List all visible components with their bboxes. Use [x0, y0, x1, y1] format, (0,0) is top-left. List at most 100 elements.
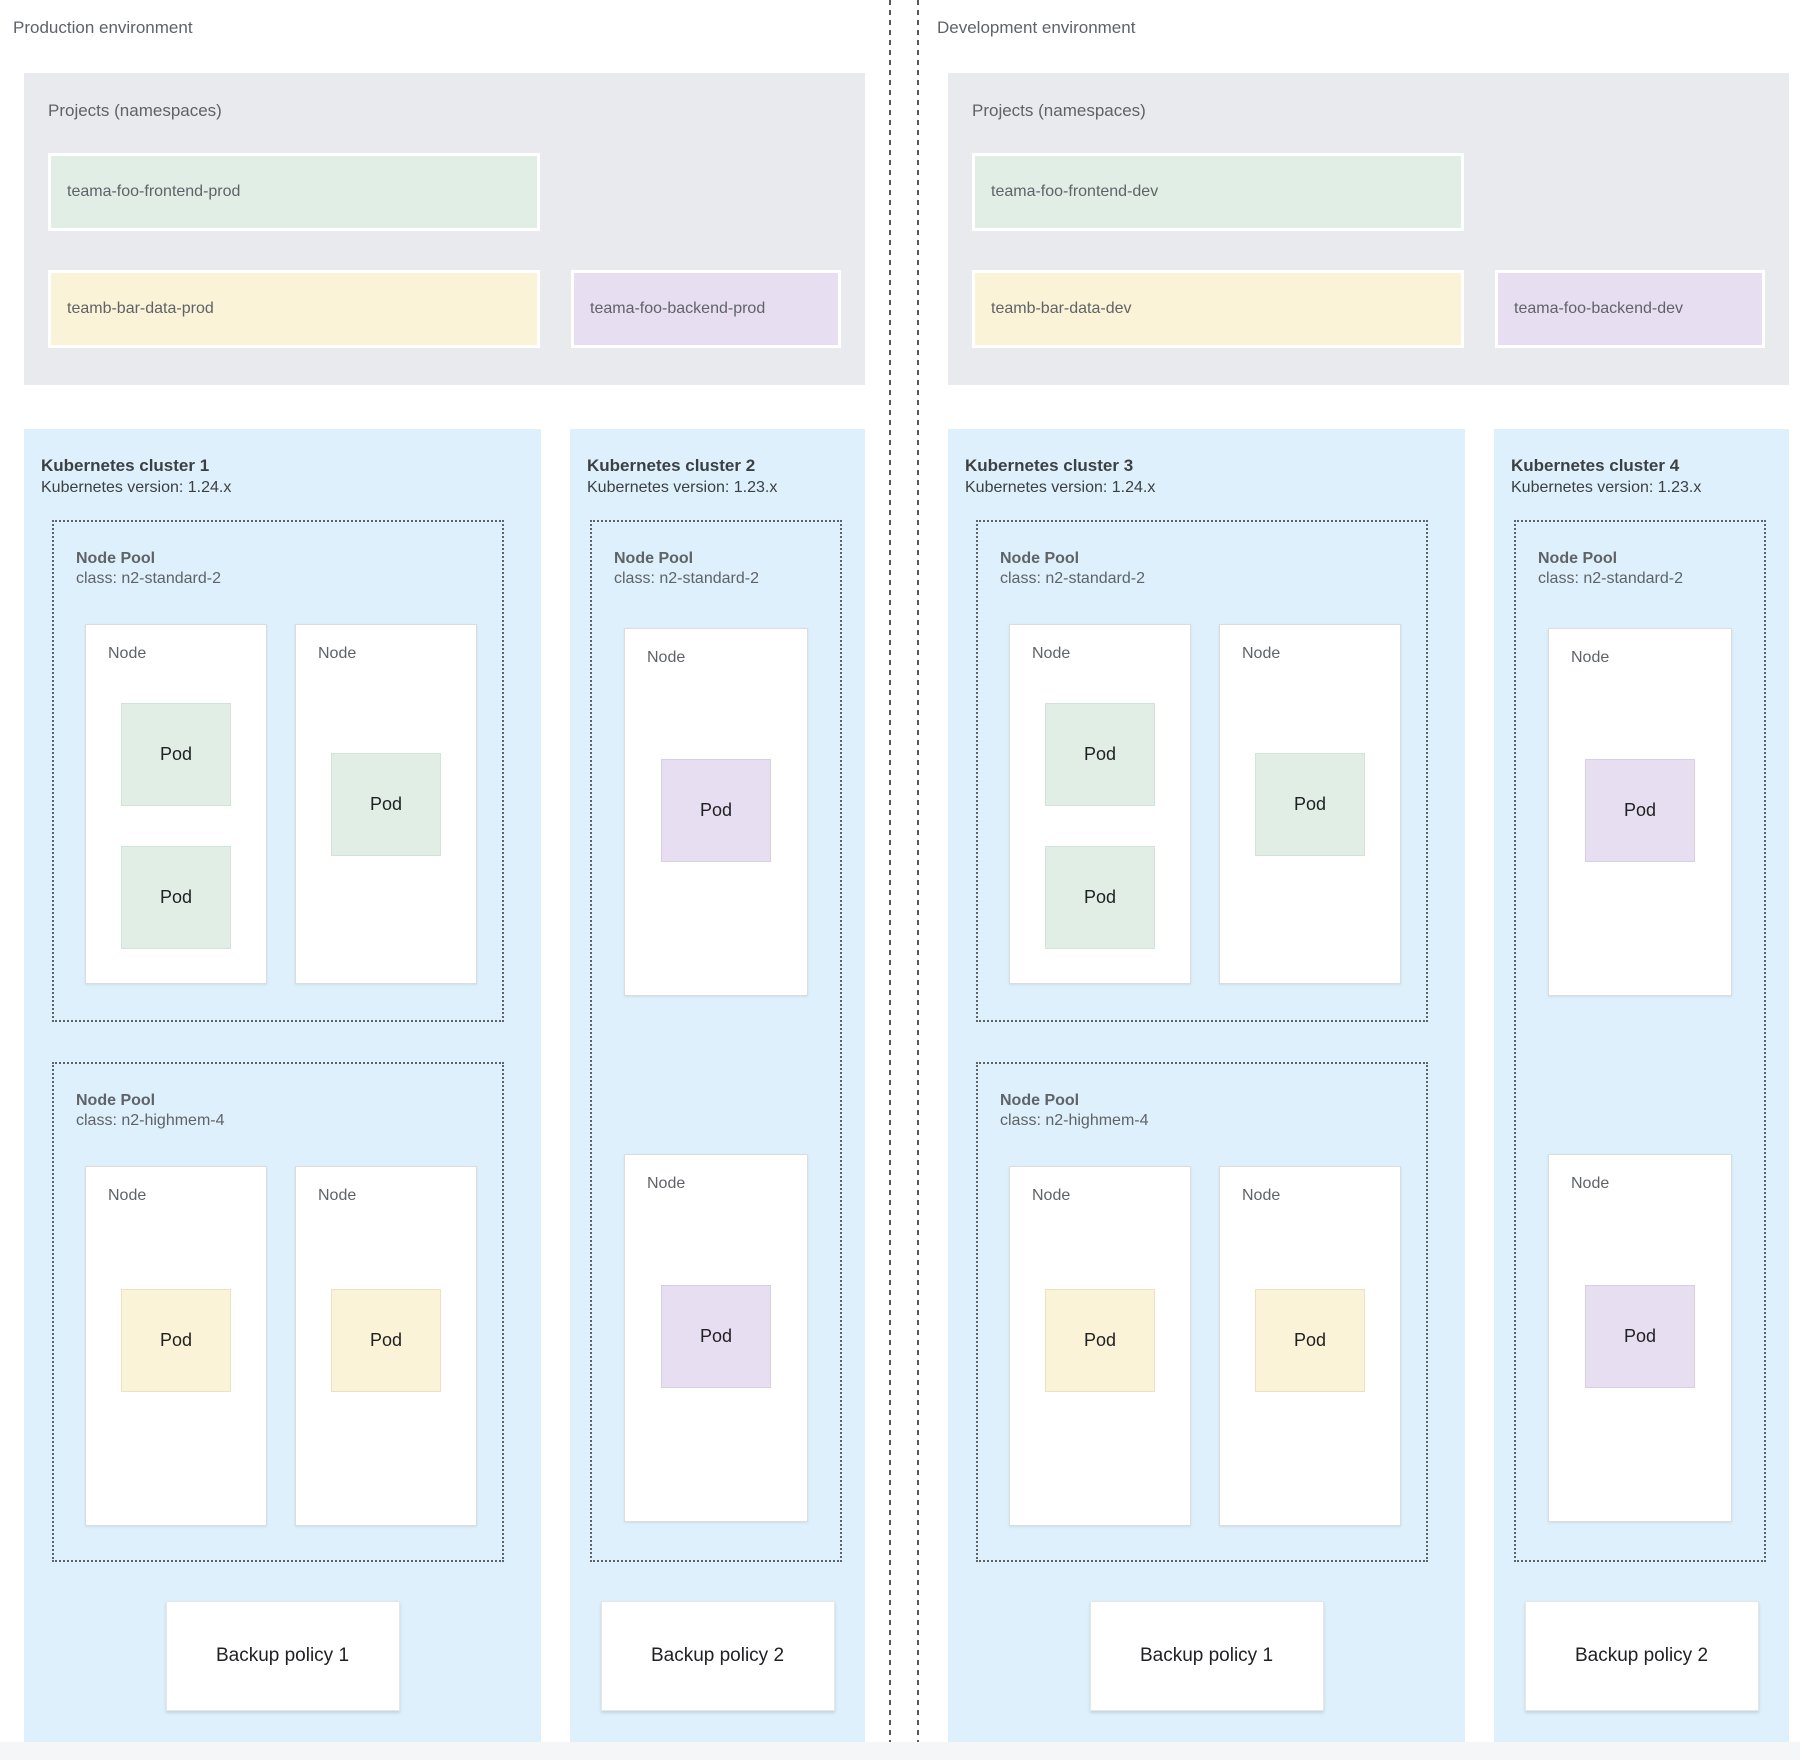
- namespace-chip-label: teama-foo-frontend-dev: [991, 183, 1159, 200]
- node-pool-title: Node Pool: [1000, 550, 1080, 567]
- pod-label: Pod: [1083, 744, 1117, 764]
- pod-label: Pod: [1293, 794, 1327, 814]
- pod: Pod: [1045, 846, 1155, 949]
- pod-label: Pod: [369, 1330, 403, 1350]
- node-pool-standard: Node Pool class: n2-standard-2 Node Pod …: [590, 520, 842, 1562]
- namespace-chip-label: teama-foo-backend-prod: [590, 300, 766, 317]
- pod: Pod: [1045, 703, 1155, 806]
- node: Node Pod Pod: [85, 624, 267, 984]
- node-pool-standard: Node Pool class: n2-standard-2 Node Pod …: [976, 520, 1428, 1022]
- node-pool-title: Node Pool: [614, 550, 694, 567]
- pod: Pod: [121, 703, 231, 806]
- cluster-title: Kubernetes cluster 3: [965, 456, 1134, 475]
- pod-label: Pod: [159, 744, 193, 764]
- namespace-chip-label: teamb-bar-data-prod: [67, 300, 214, 317]
- environment-label: Development environment: [937, 18, 1136, 37]
- backup-policy-2: Backup policy 2: [600, 1601, 835, 1711]
- node-pool-class: class: n2-standard-2: [76, 570, 221, 587]
- node: Node Pod: [295, 1166, 477, 1526]
- namespace-chip-data: teamb-bar-data-dev: [972, 270, 1464, 348]
- node-pool-class: class: n2-standard-2: [1000, 570, 1145, 587]
- node-row: Node Pod Pod Node Pod: [85, 624, 477, 984]
- production-environment-column: Production environment Projects (namespa…: [13, 0, 865, 1760]
- node-pool-standard: Node Pool class: n2-standard-2 Node Pod …: [1514, 520, 1766, 1562]
- projects-box: Projects (namespaces) teama-foo-frontend…: [948, 73, 1789, 385]
- namespace-chip-backend: teama-foo-backend-prod: [571, 270, 841, 348]
- cluster-box-4: Kubernetes cluster 4 Kubernetes version:…: [1494, 429, 1789, 1742]
- node-pool-class: class: n2-standard-2: [614, 570, 759, 587]
- pod: Pod: [1585, 759, 1695, 862]
- environment-divider-line: [889, 0, 891, 1760]
- development-environment-column: Development environment Projects (namesp…: [937, 0, 1789, 1760]
- node-pool-class: class: n2-highmem-4: [1000, 1112, 1149, 1129]
- node: Node Pod: [295, 624, 477, 984]
- projects-title: Projects (namespaces): [48, 101, 222, 120]
- node-row: Node Pod Node Pod: [85, 1166, 477, 1526]
- namespace-chip-label: teama-foo-frontend-prod: [67, 183, 241, 200]
- pod: Pod: [331, 753, 441, 856]
- node-label: Node: [647, 649, 686, 666]
- pod: Pod: [661, 1285, 771, 1388]
- cluster-version: Kubernetes version: 1.23.x: [1511, 479, 1702, 496]
- environment-label: Production environment: [13, 18, 193, 37]
- namespace-chip-backend: teama-foo-backend-dev: [1495, 270, 1765, 348]
- node: Node Pod: [85, 1166, 267, 1526]
- cluster-version: Kubernetes version: 1.24.x: [41, 479, 232, 496]
- pod: Pod: [1045, 1289, 1155, 1392]
- pod-label: Pod: [159, 1330, 193, 1350]
- node-label: Node: [1571, 649, 1610, 666]
- cluster-box-2: Kubernetes cluster 2 Kubernetes version:…: [570, 429, 865, 1742]
- namespace-chip-frontend: teama-foo-frontend-prod: [48, 153, 540, 231]
- projects-box: Projects (namespaces) teama-foo-frontend…: [24, 73, 865, 385]
- pod: Pod: [121, 1289, 231, 1392]
- backup-policy-1: Backup policy 1: [1089, 1601, 1324, 1711]
- pod-label: Pod: [369, 794, 403, 814]
- backup-policy-2: Backup policy 2: [1524, 1601, 1759, 1711]
- cluster-box-3: Kubernetes cluster 3 Kubernetes version:…: [948, 429, 1465, 1742]
- node-label: Node: [647, 1175, 686, 1192]
- cluster-version: Kubernetes version: 1.23.x: [587, 479, 778, 496]
- node: Node Pod: [1219, 1166, 1401, 1526]
- cluster-version: Kubernetes version: 1.24.x: [965, 479, 1156, 496]
- pod-label: Pod: [1083, 887, 1117, 907]
- pod-label: Pod: [1083, 1330, 1117, 1350]
- node-label: Node: [1032, 645, 1071, 662]
- pod: Pod: [1255, 1289, 1365, 1392]
- node-pool-highmem: Node Pool class: n2-highmem-4 Node Pod N…: [52, 1062, 504, 1562]
- node: Node Pod: [1548, 628, 1732, 996]
- namespace-chip-label: teamb-bar-data-dev: [991, 300, 1132, 317]
- cluster-title: Kubernetes cluster 1: [41, 456, 210, 475]
- node-label: Node: [318, 1187, 357, 1204]
- node-pool-title: Node Pool: [1000, 1092, 1080, 1109]
- node: Node Pod Pod: [1009, 624, 1191, 984]
- node: Node Pod: [624, 628, 808, 996]
- pod-label: Pod: [1293, 1330, 1327, 1350]
- node-label: Node: [1242, 1187, 1281, 1204]
- pod-label: Pod: [1623, 1326, 1657, 1346]
- node: Node Pod: [624, 1154, 808, 1522]
- node-pool-title: Node Pool: [76, 550, 156, 567]
- node-pool-class: class: n2-highmem-4: [76, 1112, 225, 1129]
- namespace-chip-frontend: teama-foo-frontend-dev: [972, 153, 1464, 231]
- node-label: Node: [108, 645, 147, 662]
- pod-label: Pod: [699, 1326, 733, 1346]
- node-label: Node: [108, 1187, 147, 1204]
- pod: Pod: [661, 759, 771, 862]
- cluster-title: Kubernetes cluster 2: [587, 456, 756, 475]
- node-label: Node: [1032, 1187, 1071, 1204]
- pod: Pod: [121, 846, 231, 949]
- node-pool-highmem: Node Pool class: n2-highmem-4 Node Pod N…: [976, 1062, 1428, 1562]
- environment-divider-line: [917, 0, 919, 1760]
- pod: Pod: [1255, 753, 1365, 856]
- node-pool-title: Node Pool: [76, 1092, 156, 1109]
- node-pool-class: class: n2-standard-2: [1538, 570, 1683, 587]
- projects-title: Projects (namespaces): [972, 101, 1146, 120]
- node: Node Pod: [1009, 1166, 1191, 1526]
- namespace-chip-label: teama-foo-backend-dev: [1514, 300, 1683, 317]
- node-label: Node: [318, 645, 357, 662]
- namespace-chip-row: teamb-bar-data-dev teama-foo-backend-dev: [972, 270, 1765, 348]
- pod: Pod: [1585, 1285, 1695, 1388]
- node-label: Node: [1571, 1175, 1610, 1192]
- backup-policy-1: Backup policy 1: [165, 1601, 400, 1711]
- node: Node Pod: [1548, 1154, 1732, 1522]
